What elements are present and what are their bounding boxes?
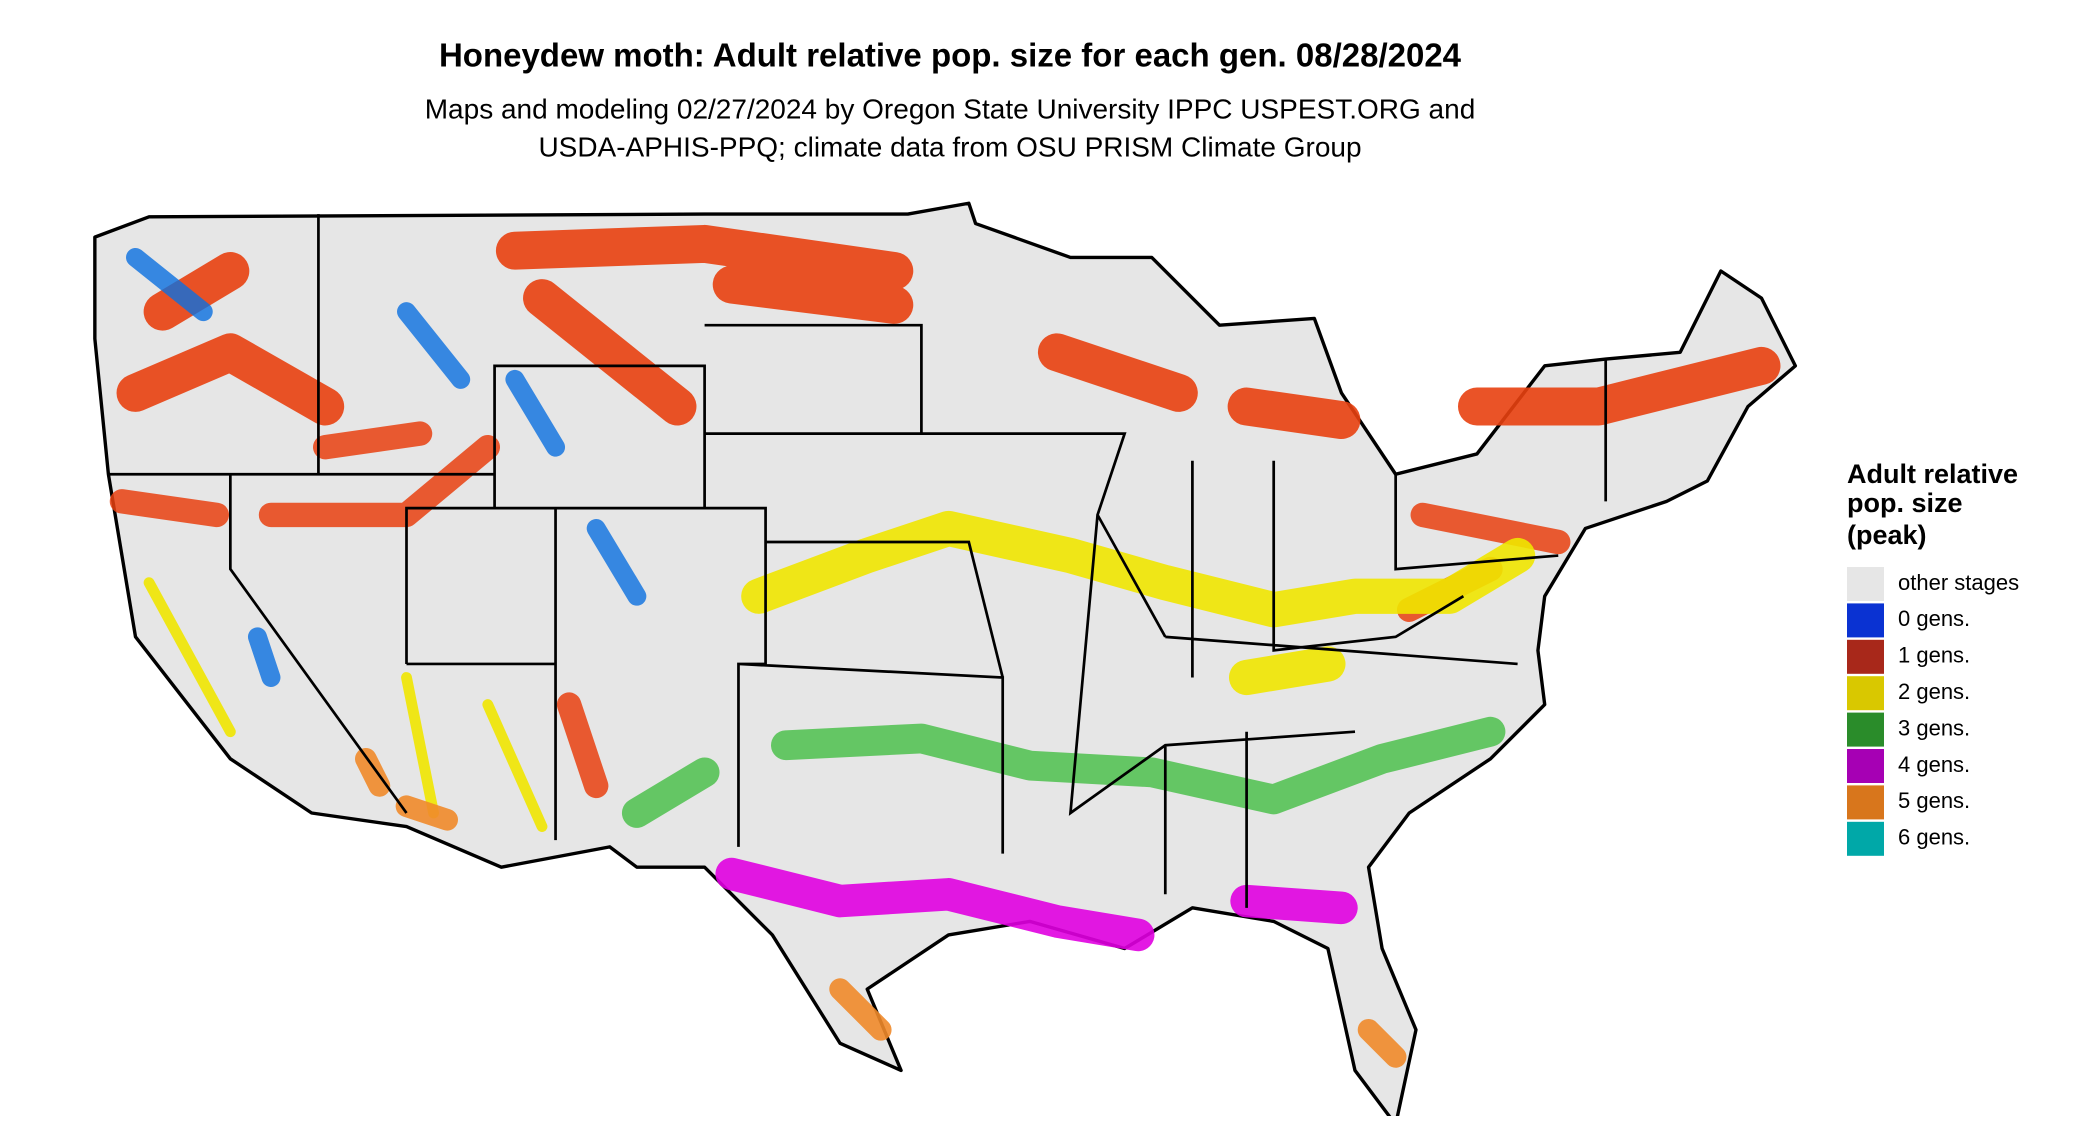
legend-swatch <box>1847 676 1884 711</box>
legend-swatch <box>1847 821 1884 856</box>
legend-label: 6 gens. <box>1898 825 1970 850</box>
legend-title: pop. size <box>1847 488 1963 518</box>
us-outline <box>93 201 1798 1121</box>
legend-label: 2 gens. <box>1898 679 1970 704</box>
legend-swatch <box>1847 567 1884 601</box>
legend-label: 0 gens. <box>1898 606 1970 631</box>
legend-title: Adult relative <box>1847 459 2018 489</box>
us-map <box>93 201 1798 1121</box>
legend-swatch <box>1847 603 1884 638</box>
legend-label: 5 gens. <box>1898 788 1970 813</box>
legend-swatch <box>1847 785 1884 820</box>
map-subtitle: USDA-APHIS-PPQ; climate data from OSU PR… <box>538 131 1361 162</box>
map-title: Honeydew moth: Adult relative pop. size … <box>439 37 1462 74</box>
state-borders <box>108 214 1608 908</box>
legend-label: other stages <box>1898 570 2019 595</box>
legend-swatch <box>1847 712 1884 747</box>
map-subtitle: Maps and modeling 02/27/2024 by Oregon S… <box>425 93 1476 124</box>
legend: Adult relative pop. size (peak) other st… <box>1847 459 2019 856</box>
legend-title: (peak) <box>1847 520 1927 550</box>
legend-label: 3 gens. <box>1898 715 1970 740</box>
generation-bands <box>109 224 1781 1068</box>
legend-swatch <box>1847 639 1884 674</box>
legend-label: 1 gens. <box>1898 643 1970 668</box>
legend-label: 4 gens. <box>1898 752 1970 777</box>
legend-swatch <box>1847 749 1884 783</box>
